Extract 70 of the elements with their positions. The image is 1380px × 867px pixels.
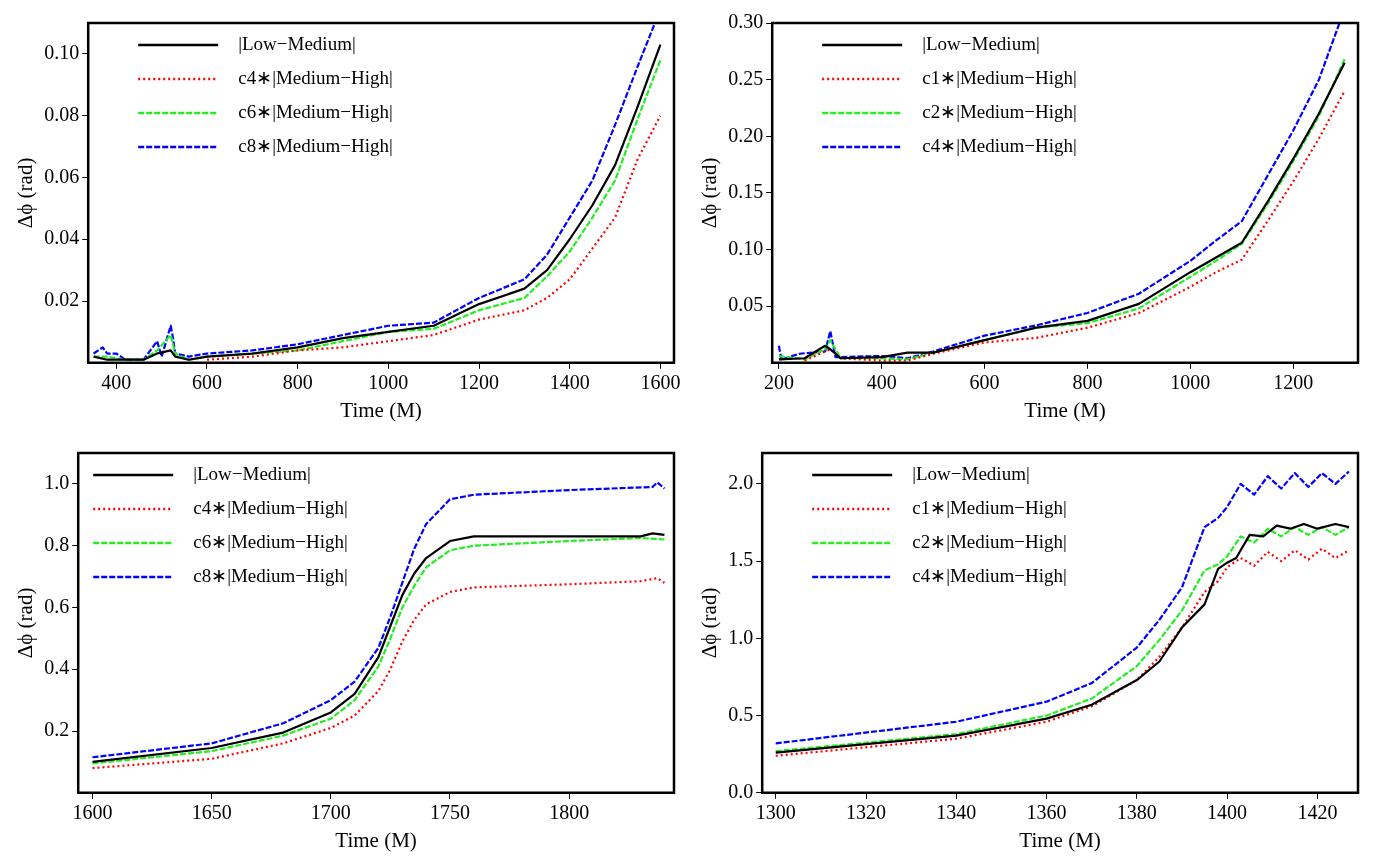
- legend-label: c4∗|Medium−High|: [922, 134, 1077, 156]
- y-axis-title: Δϕ (rad): [13, 587, 38, 659]
- x-tick-label: 1600: [640, 371, 681, 394]
- x-tick-label: 1400: [549, 371, 590, 394]
- x-tick-label: 800: [1072, 371, 1103, 394]
- x-tick-label: 1000: [1170, 371, 1211, 394]
- legend-label: c6∗|Medium−High|: [238, 100, 393, 122]
- y-axis-title: Δϕ (rad): [697, 157, 722, 229]
- legend-label: c2∗|Medium−High|: [922, 100, 1077, 122]
- x-tick-label: 800: [282, 371, 313, 394]
- legend-label: c4∗|Medium−High|: [912, 564, 1067, 586]
- y-tick-label: 0.5: [728, 702, 754, 725]
- y-tick-label: 0.25: [728, 66, 764, 89]
- x-tick-label: 400: [866, 371, 897, 394]
- y-tick-label: 1.0: [728, 625, 754, 648]
- legend-label: |Low−Medium|: [238, 32, 356, 54]
- legend-label: |Low−Medium|: [922, 32, 1040, 54]
- legend-label: c8∗|Medium−High|: [238, 134, 393, 156]
- x-tick-label: 1800: [549, 801, 590, 824]
- x-tick-label: 1380: [1116, 801, 1157, 824]
- y-tick-label: 0.2: [44, 718, 70, 741]
- y-tick-label: 2.0: [728, 471, 754, 494]
- x-tick-label: 1400: [1207, 801, 1248, 824]
- y-tick-label: 0.10: [728, 236, 764, 259]
- legend-label: c1∗|Medium−High|: [912, 496, 1067, 518]
- y-tick-label: 0.02: [44, 288, 80, 311]
- x-tick-label: 600: [191, 371, 222, 394]
- x-tick-label: 200: [763, 371, 794, 394]
- x-tick-label: 1650: [191, 801, 232, 824]
- y-tick-label: 0.10: [44, 41, 80, 64]
- x-axis-title: Time (M): [335, 827, 417, 852]
- x-tick-label: 400: [101, 371, 132, 394]
- y-tick-label: 0.20: [728, 123, 764, 146]
- x-tick-label: 1320: [846, 801, 887, 824]
- x-axis-title: Time (M): [1024, 397, 1106, 422]
- x-tick-label: 1420: [1297, 801, 1338, 824]
- legend-label: c6∗|Medium−High|: [193, 530, 348, 552]
- x-tick-label: 1200: [459, 371, 500, 394]
- y-tick-label: 0.6: [44, 594, 70, 617]
- y-tick-label: 0.08: [44, 102, 80, 125]
- y-tick-label: 0.0: [728, 780, 754, 803]
- y-tick-label: 1.5: [728, 548, 754, 571]
- y-tick-label: 1.0: [44, 471, 70, 494]
- legend-label: |Low−Medium|: [193, 462, 311, 484]
- x-tick-label: 1700: [310, 801, 351, 824]
- x-tick-label: 1340: [936, 801, 977, 824]
- legend-label: |Low−Medium|: [912, 462, 1030, 484]
- x-tick-label: 1000: [368, 371, 409, 394]
- x-tick-label: 1300: [755, 801, 796, 824]
- x-axis-title: Time (M): [1019, 827, 1101, 852]
- x-axis-title: Time (M): [340, 397, 422, 422]
- x-tick-label: 1600: [72, 801, 113, 824]
- y-axis-title: Δϕ (rad): [697, 587, 722, 659]
- y-tick-label: 0.4: [44, 656, 70, 679]
- y-tick-label: 0.8: [44, 532, 70, 555]
- y-tick-label: 0.04: [44, 226, 80, 249]
- y-tick-label: 0.05: [728, 293, 764, 316]
- y-tick-label: 0.30: [728, 10, 764, 33]
- x-tick-label: 600: [969, 371, 1000, 394]
- legend-label: c8∗|Medium−High|: [193, 564, 348, 586]
- x-tick-label: 1750: [429, 801, 470, 824]
- y-axis-title: Δϕ (rad): [13, 157, 38, 229]
- legend-label: c1∗|Medium−High|: [922, 66, 1077, 88]
- y-tick-label: 0.15: [728, 180, 764, 203]
- legend-label: c4∗|Medium−High|: [238, 66, 393, 88]
- y-tick-label: 0.06: [44, 164, 80, 187]
- x-tick-label: 1360: [1026, 801, 1067, 824]
- legend-label: c2∗|Medium−High|: [912, 530, 1067, 552]
- x-tick-label: 1200: [1273, 371, 1314, 394]
- legend-label: c4∗|Medium−High|: [193, 496, 348, 518]
